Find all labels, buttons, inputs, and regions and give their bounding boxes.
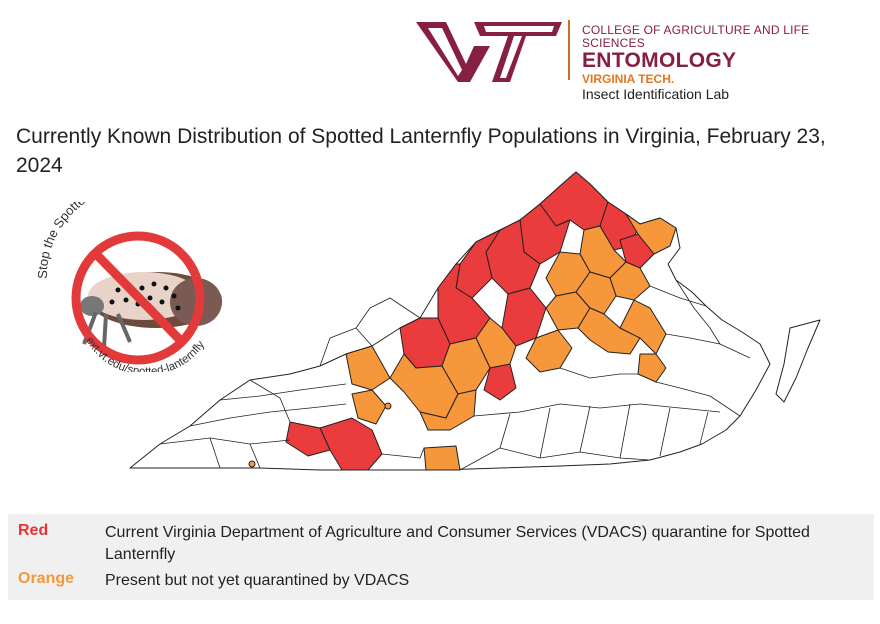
legend-key-orange: Orange bbox=[18, 570, 75, 587]
county-orange bbox=[625, 213, 677, 255]
college-name: COLLEGE OF AGRICULTURE AND LIFE SCIENCES bbox=[582, 23, 810, 50]
county-orange bbox=[351, 389, 387, 425]
county-orange bbox=[423, 445, 461, 471]
county-orange bbox=[637, 353, 667, 383]
legend-text-orange: Present but not yet quarantined by VDACS bbox=[105, 572, 410, 589]
eastern-shore bbox=[775, 319, 821, 403]
map-title: Currently Known Distribution of Spotted … bbox=[16, 125, 826, 177]
county-red bbox=[483, 363, 517, 401]
vt-entomology-logo: COLLEGE OF AGRICULTURE AND LIFE SCIENCES… bbox=[414, 14, 874, 106]
county-red bbox=[319, 417, 383, 471]
map-legend: Red Current Virginia Department of Agric… bbox=[8, 514, 874, 600]
vt-logo-icon bbox=[416, 22, 562, 82]
legend-key-red: Red bbox=[18, 522, 49, 539]
lab-name: Insect Identification Lab bbox=[582, 86, 730, 102]
no-symbol-lanternfly-icon bbox=[71, 231, 205, 365]
university-name: VIRGINIA TECH. bbox=[582, 72, 675, 86]
legend-text-red: Current Virginia Department of Agricultu… bbox=[105, 524, 810, 563]
stop-lanternfly-badge: Stop the Spotted Lanternfly! ext.vt.edu/… bbox=[26, 175, 246, 378]
county-red bbox=[619, 233, 655, 269]
virginia-map-svg bbox=[129, 171, 821, 471]
department-name: ENTOMOLOGY bbox=[582, 49, 737, 72]
county-orange bbox=[577, 307, 641, 355]
county-red bbox=[285, 421, 331, 457]
county-orange bbox=[419, 389, 477, 431]
county-orange bbox=[345, 345, 391, 391]
virginia-county-map bbox=[120, 168, 840, 478]
logo-divider bbox=[568, 20, 570, 80]
logo-text: COLLEGE OF AGRICULTURE AND LIFE SCIENCES… bbox=[582, 24, 874, 103]
